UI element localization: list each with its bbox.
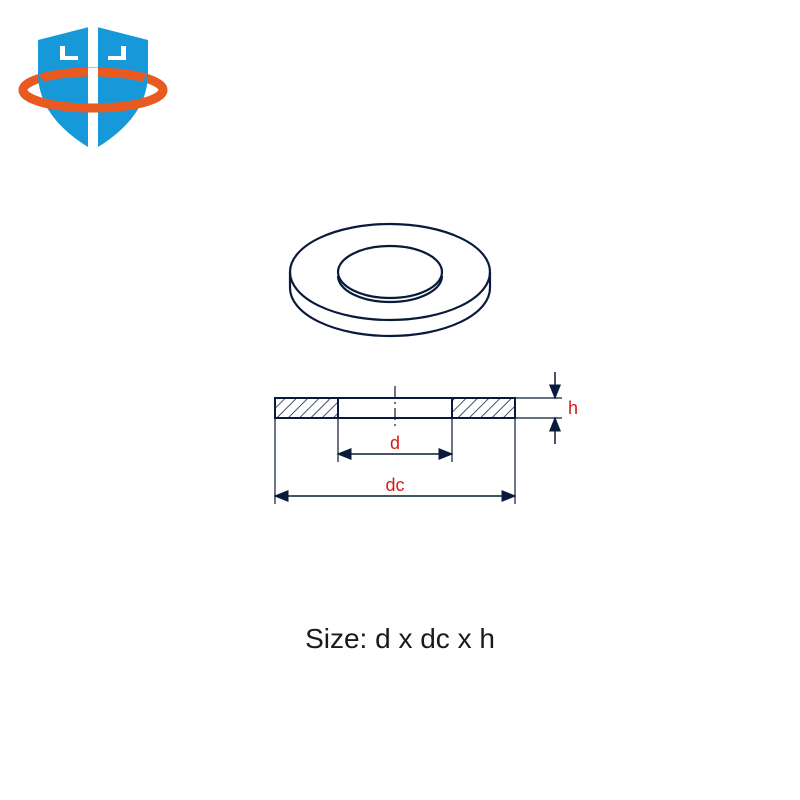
dimension-dc: dc	[275, 418, 515, 504]
washer-diagram: d dc h	[200, 200, 600, 600]
label-dc: dc	[385, 475, 404, 495]
label-d: d	[390, 433, 400, 453]
dimension-h: h	[515, 372, 578, 444]
brand-logo	[18, 18, 168, 163]
label-h: h	[568, 398, 578, 418]
washer-cross-section	[275, 386, 515, 430]
washer-3d-view	[290, 224, 490, 336]
size-caption: Size: d x dc x h	[0, 623, 800, 655]
